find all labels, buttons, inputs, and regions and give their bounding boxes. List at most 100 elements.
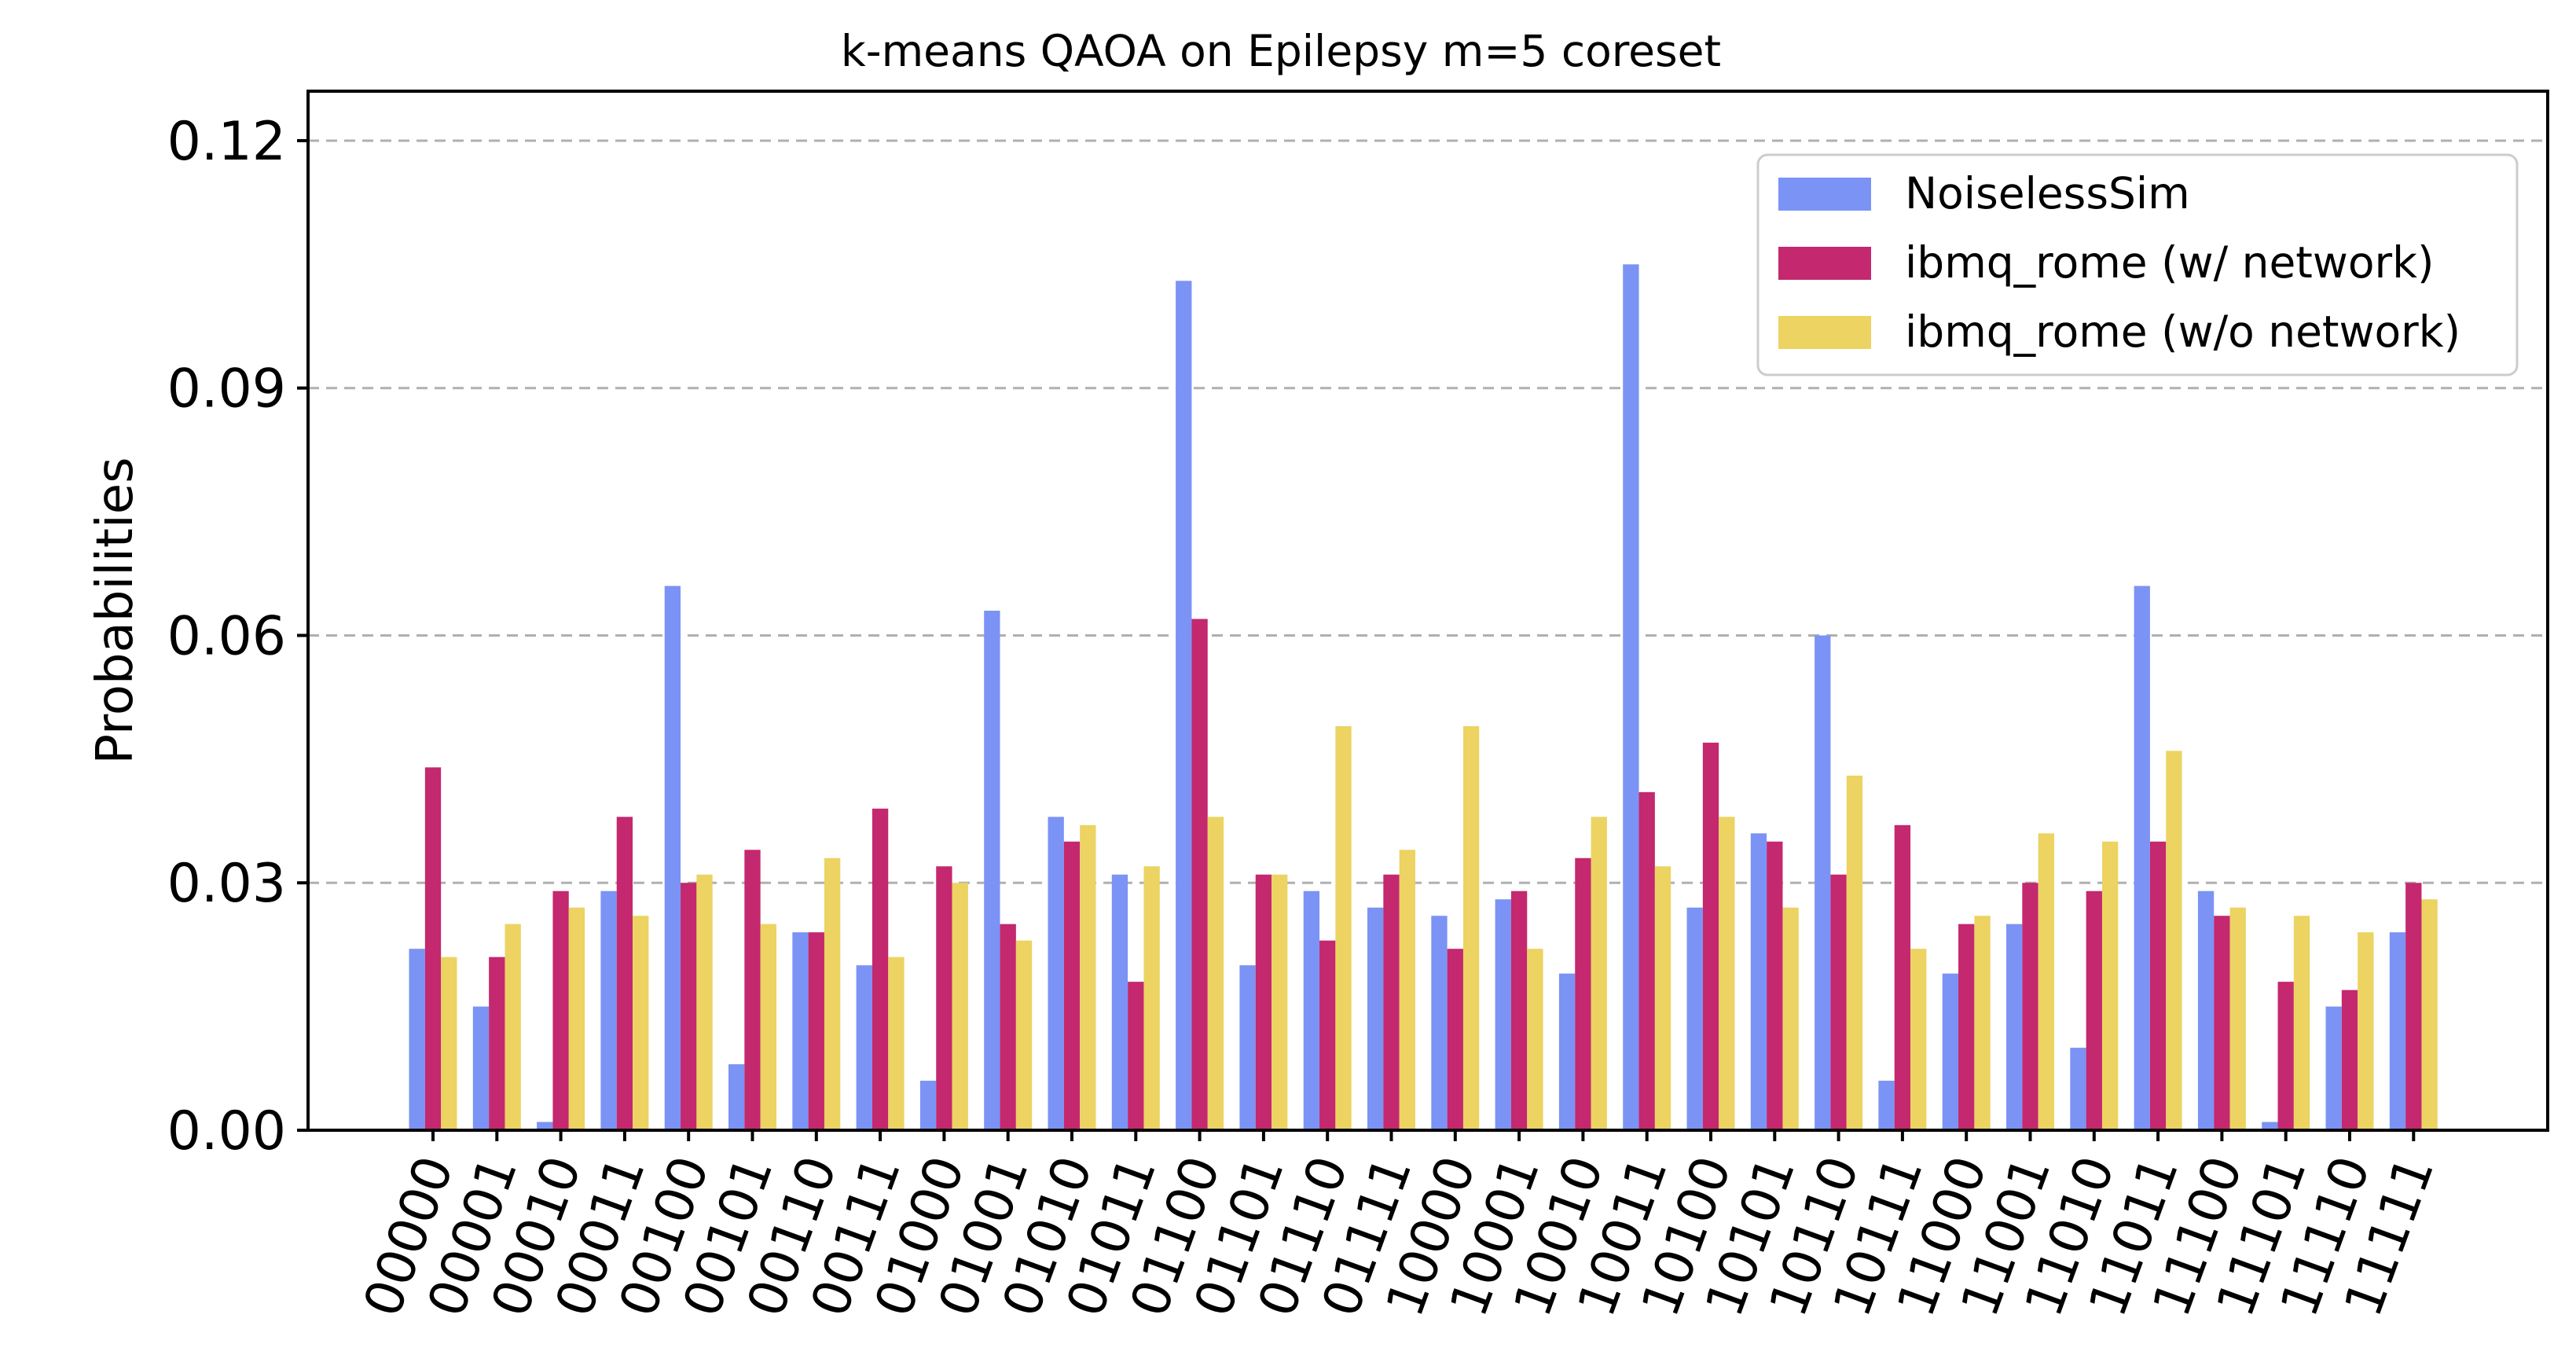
bar-without-network-10100 [1719, 817, 1735, 1130]
chart-title: k-means QAOA on Epilepsy m=5 coreset [841, 26, 1721, 76]
bar-without-network-01111 [1399, 850, 1415, 1130]
bar-with-network-01110 [1319, 940, 1336, 1130]
bar-without-network-10001 [1527, 949, 1543, 1130]
legend-swatch [1778, 178, 1871, 211]
bar-without-network-01110 [1335, 725, 1352, 1130]
bar-with-network-01101 [1255, 874, 1272, 1130]
bar-noiseless-00011 [600, 890, 617, 1130]
legend-label: ibmq_rome (w/o network) [1905, 307, 2460, 357]
bar-with-network-10111 [1894, 824, 1911, 1130]
bar-noiseless-10100 [1686, 907, 1703, 1130]
bar-noiseless-10000 [1431, 916, 1448, 1130]
bar-without-network-11101 [2293, 916, 2310, 1130]
bar-noiseless-11001 [2006, 924, 2023, 1130]
bar-with-network-00011 [616, 817, 633, 1130]
bar-with-network-01010 [1063, 841, 1081, 1130]
bar-noiseless-11011 [2134, 586, 2150, 1130]
bar-without-network-01101 [1271, 874, 1288, 1130]
legend-swatch [1778, 247, 1871, 280]
bar-without-network-01100 [1207, 817, 1224, 1130]
y-tick-label: 0.06 [167, 605, 286, 667]
bar-noiseless-00100 [664, 586, 681, 1130]
bar-without-network-11011 [2166, 751, 2182, 1130]
bar-without-network-01010 [1080, 824, 1096, 1130]
y-tick-label: 0.12 [167, 111, 286, 173]
y-axis: 0.00 0.03 0.06 0.09 0.12 [167, 111, 308, 1162]
y-tick-label: 0.00 [167, 1100, 286, 1162]
bar-without-network-00110 [824, 857, 841, 1130]
bar-with-network-00000 [424, 767, 442, 1130]
bar-without-network-00010 [568, 907, 585, 1130]
bar-noiseless-01011 [1111, 874, 1128, 1130]
bar-with-network-10001 [1510, 890, 1528, 1130]
bar-noiseless-01111 [1367, 907, 1384, 1130]
y-axis-label: Probabilities [86, 457, 145, 765]
bar-with-network-01011 [1128, 982, 1144, 1130]
bar-with-network-01111 [1383, 874, 1400, 1130]
bar-with-network-00110 [808, 932, 824, 1130]
bar-without-network-11001 [2038, 833, 2054, 1130]
bar-with-network-10010 [1575, 857, 1591, 1130]
bar-without-network-11110 [2358, 932, 2374, 1130]
bar-without-network-01011 [1143, 866, 1160, 1130]
bar-noiseless-10001 [1495, 899, 1511, 1130]
bar-with-network-11011 [2149, 841, 2167, 1130]
bar-with-network-11111 [2405, 883, 2422, 1130]
bar-with-network-10101 [1767, 841, 1783, 1130]
bar-without-network-11010 [2101, 841, 2119, 1130]
bar-with-network-11100 [2214, 916, 2230, 1130]
bar-noiseless-01100 [1176, 281, 1192, 1130]
bar-noiseless-01101 [1239, 965, 1256, 1130]
bar-noiseless-00000 [409, 949, 425, 1130]
bar-without-network-10111 [1910, 949, 1927, 1130]
bar-noiseless-01001 [984, 611, 1000, 1130]
bar-with-network-11000 [1958, 924, 1975, 1130]
bar-noiseless-00001 [472, 1006, 490, 1130]
bar-noiseless-10010 [1558, 973, 1576, 1130]
bar-noiseless-11110 [2325, 1006, 2342, 1130]
bar-without-network-01001 [1015, 940, 1033, 1130]
bar-with-network-01000 [936, 866, 952, 1130]
bar-without-network-11000 [1974, 916, 1991, 1130]
bar-noiseless-11101 [2262, 1122, 2278, 1130]
bar-without-network-11100 [2229, 907, 2246, 1130]
bar-with-network-11010 [2086, 890, 2102, 1130]
bar-without-network-00011 [633, 916, 649, 1130]
bar-with-network-11101 [2277, 982, 2294, 1130]
bar-noiseless-11000 [1942, 973, 1959, 1130]
bar-with-network-10100 [1702, 742, 1719, 1130]
legend-label: NoiselessSim [1905, 168, 2190, 218]
bar-with-network-11110 [2341, 990, 2358, 1130]
bar-with-network-00101 [744, 850, 761, 1130]
bar-with-network-00111 [872, 808, 889, 1130]
bar-with-network-00100 [681, 883, 697, 1130]
bar-with-network-01001 [1000, 924, 1016, 1130]
legend-swatch [1778, 316, 1871, 349]
bar-without-network-10010 [1591, 817, 1607, 1130]
bar-without-network-10000 [1462, 725, 1480, 1130]
legend-box [1756, 153, 2519, 376]
bar-without-network-10011 [1654, 866, 1671, 1130]
x-axis: 0000000001000100001100100001010011000111… [352, 1130, 2446, 1324]
bar-noiseless-01010 [1048, 817, 1064, 1130]
bar-with-network-00010 [552, 890, 569, 1130]
bar-noiseless-11111 [2389, 932, 2406, 1130]
bar-noiseless-00111 [856, 965, 872, 1130]
bar-noiseless-01110 [1303, 890, 1320, 1130]
y-tick-label: 0.03 [167, 853, 286, 915]
bar-without-network-10101 [1782, 907, 1799, 1130]
bar-without-network-00100 [696, 874, 713, 1130]
bar-noiseless-11010 [2070, 1048, 2086, 1130]
bar-without-network-00101 [760, 924, 776, 1130]
bar-with-network-11001 [2022, 883, 2038, 1130]
plot-frame [306, 90, 2549, 1132]
bar-noiseless-00010 [537, 1122, 553, 1130]
legend: NoiselessSim ibmq_rome (w/ network) ibmq_r… [1756, 153, 2519, 376]
bar-with-network-10110 [1830, 874, 1847, 1130]
bar-noiseless-10110 [1815, 635, 1831, 1130]
bar-noiseless-10101 [1750, 833, 1767, 1130]
bar-with-network-10000 [1447, 949, 1463, 1130]
bar-without-network-00111 [888, 957, 905, 1130]
bar-with-network-00001 [489, 957, 505, 1130]
